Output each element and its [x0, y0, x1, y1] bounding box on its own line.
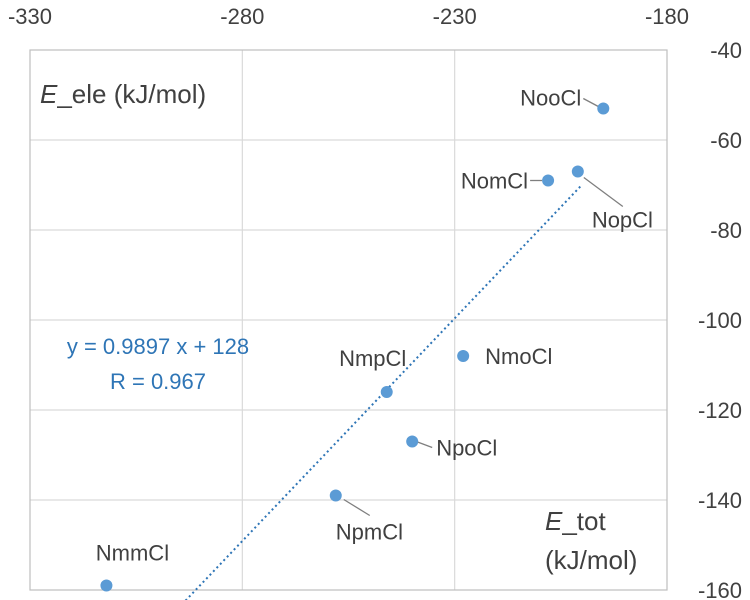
y-tick-label: -40: [710, 38, 742, 63]
y-tick-label: -120: [698, 398, 742, 423]
data-point-nmocl: [457, 350, 470, 362]
point-label-nmmcl: NmmCl: [96, 541, 169, 566]
x-axis-label: E_tot: [545, 506, 606, 536]
point-label-npocl: NpoCl: [436, 436, 497, 461]
data-point-npocl: [406, 435, 419, 448]
x-axis-unit: (kJ/mol): [545, 545, 637, 575]
y-tick-label: -60: [710, 128, 742, 153]
y-axis-label: E_ele (kJ/mol): [40, 79, 206, 109]
point-label-nopcl: NopCl: [592, 208, 653, 233]
data-point-nmmcl: [100, 579, 113, 592]
trendline-r-value: R = 0.967: [110, 369, 206, 394]
trendline-equation: y = 0.9897 x + 128: [67, 334, 249, 359]
point-label-nmpcl: NmpCl: [339, 346, 406, 371]
x-axis-label-rest: _tot: [561, 506, 606, 536]
y-tick-label: -80: [710, 218, 742, 243]
y-axis-label-var: E: [40, 79, 58, 109]
y-tick-label: -100: [698, 308, 742, 333]
x-tick-label: -330: [8, 4, 52, 29]
y-tick-label: -140: [698, 488, 742, 513]
point-label-nomcl: NomCl: [461, 169, 528, 194]
label-leader-lines: [343, 97, 624, 517]
leader-line-noocl: [582, 97, 599, 108]
x-tick-label: -180: [645, 4, 689, 29]
data-point-nomcl: [542, 174, 555, 187]
point-label-nmocl: NmoCl: [485, 344, 552, 369]
x-tick-labels: -330 -280 -230 -180: [8, 4, 689, 29]
point-label-npmcl: NpmCl: [336, 520, 403, 545]
grid-lines: [30, 50, 667, 590]
point-label-noocl: NooCl: [520, 86, 581, 111]
x-tick-label: -230: [433, 4, 477, 29]
data-point-nopcl: [571, 165, 584, 178]
data-point-nmpcl: [380, 386, 393, 398]
y-tick-labels: -40 -60 -80 -100 -120 -140 -160: [698, 38, 742, 600]
leader-line-nopcl: [583, 176, 624, 208]
data-point-noocl: [597, 102, 610, 115]
x-axis-label-var: E: [545, 506, 563, 536]
y-axis-label-rest: _ele (kJ/mol): [56, 79, 206, 109]
plot-area-border: [29, 49, 668, 591]
leader-line-npmcl: [343, 498, 371, 517]
data-point-npmcl: [329, 489, 342, 502]
y-tick-label: -160: [698, 578, 742, 600]
point-labels: NooCl NopCl NomCl NmoCl NmpCl NpoCl NpmCl NmmCl: [96, 86, 653, 566]
x-tick-label: -280: [220, 4, 264, 29]
leader-line-npocl: [415, 440, 433, 449]
data-points: [100, 102, 610, 592]
